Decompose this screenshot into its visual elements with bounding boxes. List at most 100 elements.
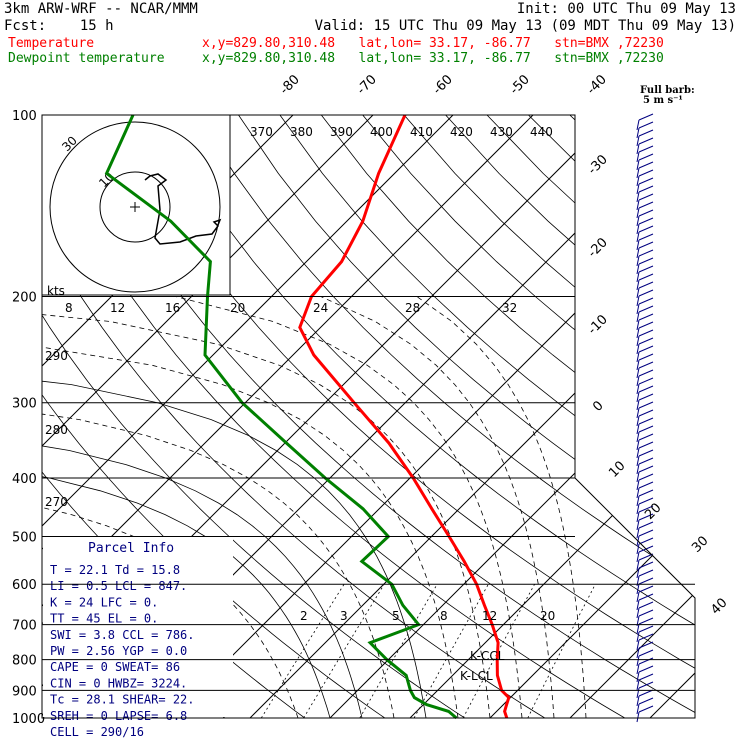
hodo-speed-label: 24 [313, 301, 328, 315]
dewpoint-legend-label: Dewpoint temperature [8, 51, 165, 66]
wind-barb [636, 631, 640, 643]
moist-adiabat [42, 435, 299, 718]
wind-barb [636, 479, 640, 491]
wind-barb-flag [638, 233, 654, 241]
mixing-ratio-line [303, 583, 385, 718]
wind-barb [636, 463, 640, 475]
wind-barb-flag [638, 345, 654, 353]
pressure-label: 300 [12, 397, 37, 412]
pressure-label: 800 [12, 654, 37, 669]
mixing-ratio-line [527, 584, 596, 718]
theta-label: 270 [45, 495, 68, 509]
wind-barb-flag [638, 689, 654, 697]
theta-e-label: 420 [450, 125, 473, 139]
pressure-label: 400 [12, 472, 37, 487]
wind-barb [636, 239, 640, 251]
wind-barb-flag [638, 281, 654, 289]
wind-barb-flag [638, 481, 654, 489]
isotherm-label: -50 [507, 72, 533, 98]
wind-barb-flag [638, 297, 654, 305]
wind-barb [636, 135, 640, 147]
parcel-row: K = 24 LFC = 0. [50, 595, 158, 609]
theta-e-label: 410 [410, 125, 433, 139]
wind-barb [636, 335, 640, 347]
dry-adiabat [42, 115, 485, 718]
wind-barb-flag [638, 193, 654, 201]
theta-e-label: 440 [530, 125, 553, 139]
wind-barb [636, 687, 640, 699]
dewpoint-profile [104, 114, 458, 720]
wind-barb-flag [638, 225, 654, 233]
wind-barb-flag [638, 529, 654, 537]
wind-barb [636, 407, 640, 419]
pressure-label: 600 [12, 578, 37, 593]
parcel-row: SWI = 3.8 CCL = 786. [50, 628, 195, 642]
wind-barb [636, 247, 640, 259]
wind-barb-flag [638, 553, 654, 561]
wind-barb-flag [638, 113, 654, 121]
wind-barb-flag [638, 169, 654, 177]
wind-barb-flag [638, 449, 654, 457]
wind-barb-flag [638, 353, 654, 361]
wind-barb-flag [638, 393, 654, 401]
wind-barb [636, 319, 640, 331]
wind-barb-flag [638, 153, 654, 161]
wind-barb-flag [638, 681, 654, 689]
wind-barb [636, 303, 640, 315]
wind-barb-flag [638, 201, 654, 209]
isotherm-label: 10 [606, 459, 628, 481]
dry-adiabat [486, 115, 695, 718]
theta-e-label: 400 [370, 125, 393, 139]
wind-barb [636, 599, 640, 611]
wind-barb [636, 399, 640, 411]
temperature-profile [298, 114, 511, 719]
parcel-row: Tc = 28.1 SHEAR= 22. [50, 693, 195, 707]
wind-barb-flag [638, 441, 654, 449]
dry-adiabat [528, 115, 695, 718]
wind-barb [636, 175, 640, 187]
wind-barb-flag [638, 249, 654, 257]
wind-barb-flag [638, 361, 654, 369]
mixing-ratio-line [260, 583, 345, 718]
isotherm-label: -80 [277, 72, 303, 98]
pressure-label: 1000 [12, 712, 45, 727]
wind-barb-flag [638, 185, 654, 193]
isotherm-line [42, 115, 454, 718]
wind-barb [636, 567, 640, 579]
hodo-ring-30 [49, 121, 221, 293]
wind-barb-flag [638, 705, 654, 713]
wind-barb-flag [638, 241, 654, 249]
wind-barb [636, 127, 640, 139]
wind-barb [636, 583, 640, 595]
wind-barb [636, 447, 640, 459]
wind-barb [636, 119, 640, 131]
wind-barb-flag [638, 457, 654, 465]
wind-barb [636, 287, 640, 299]
wind-barb-flag [638, 257, 654, 265]
parcel-row: TT = 45 EL = 0. [50, 612, 158, 626]
mixing-ratio-label: 20 [540, 609, 555, 623]
wind-barb [636, 487, 640, 499]
dry-adiabat [362, 115, 695, 718]
wind-barb [636, 503, 640, 515]
wind-barb [636, 495, 640, 507]
valid-time: Valid: 15 UTC Thu 09 May 13 (09 MDT Thu … [314, 18, 736, 34]
hodo-ring-10 [99, 171, 171, 243]
wind-barb [636, 367, 640, 379]
parcel-row: CAPE = 0 SWEAT= 86 [50, 660, 180, 674]
wind-barb [636, 655, 640, 667]
parcel-row: LI = 0.5 LCL = 847. [50, 579, 187, 593]
mixing-ratio-label: 2 [300, 609, 308, 623]
dry-adiabat [320, 115, 695, 718]
wind-barbs [636, 113, 654, 723]
barb-legend-line1: Full barb: [640, 85, 695, 96]
dry-adiabat [403, 115, 695, 718]
wind-barb-flag [638, 265, 654, 273]
wind-barb-flag [638, 321, 654, 329]
wind-barb-flag [638, 609, 654, 617]
parcel-row: CELL = 290/16 [50, 725, 144, 739]
wind-barb-flag [638, 617, 654, 625]
wind-barb-flag [638, 217, 654, 225]
isotherm-label: -60 [430, 72, 456, 98]
wind-barb [636, 231, 640, 243]
